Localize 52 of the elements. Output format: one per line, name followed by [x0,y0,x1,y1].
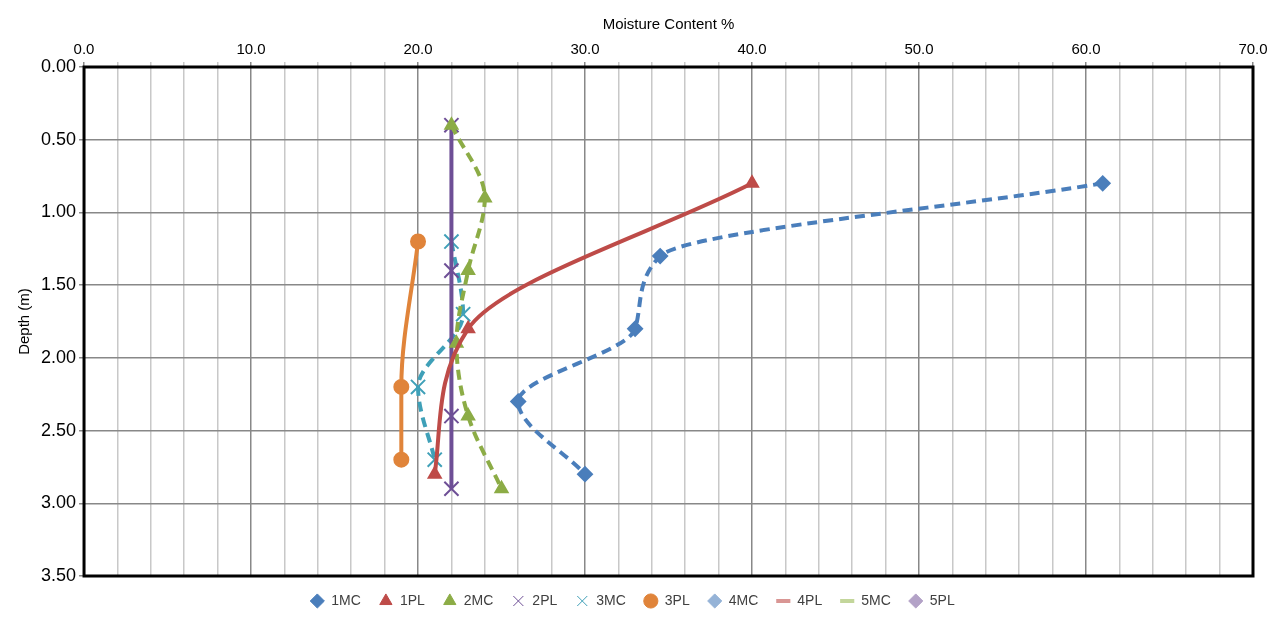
legend-label: 5MC [861,591,891,608]
point [494,480,509,494]
y-tick-label: 2.00 [40,346,77,367]
y-tick-label: 1.00 [40,201,77,222]
point [744,175,760,188]
point [461,320,476,334]
point [426,451,443,468]
point [393,378,410,395]
point [444,117,459,130]
point [652,248,669,265]
y-tick-label: 2.50 [40,419,77,440]
point [443,262,460,279]
legend-label: 3MC [596,591,626,608]
point [510,393,527,410]
point [477,189,492,203]
x-tick-label: 10.0 [236,40,266,58]
x-tick-label: 50.0 [904,40,934,58]
point [409,378,427,396]
point [1094,175,1111,192]
legend-label: 4MC [728,591,759,608]
y-tick-label: 1.50 [40,274,77,295]
point [461,408,476,421]
x-tick-label: 30.0 [570,40,600,58]
point [443,117,460,134]
point [577,466,594,483]
point [455,306,472,323]
y-tick-label: 3.00 [40,492,77,513]
point [627,320,644,337]
x-tick-label: 40.0 [737,40,767,58]
x-tick-label: 20.0 [403,40,433,58]
point [393,451,410,468]
y-tick-label: 0.00 [40,55,77,76]
legend-label: 2PL [532,591,558,608]
y-tick-label: 3.50 [40,564,77,585]
legend-label: 3PL [664,591,690,608]
legend-label: 4PL [797,591,823,608]
legend-label: 1MC [331,591,361,608]
y-axis-title: Depth (m) [15,288,33,355]
x-tick-label: 0.0 [73,40,95,58]
y-tick-label: 0.50 [40,128,77,149]
legend-label: 2MC [463,591,494,608]
point [427,466,442,479]
x-tick-label: 70.0 [1238,40,1268,58]
point [410,233,427,250]
point [461,262,476,276]
point [443,480,460,497]
x-axis-title: Moisture Content % [602,15,735,33]
point [443,407,460,425]
legend-label: 1PL [399,591,426,608]
x-tick-label: 60.0 [1071,40,1101,58]
legend-label: 5PL [929,591,955,608]
point [443,233,460,250]
